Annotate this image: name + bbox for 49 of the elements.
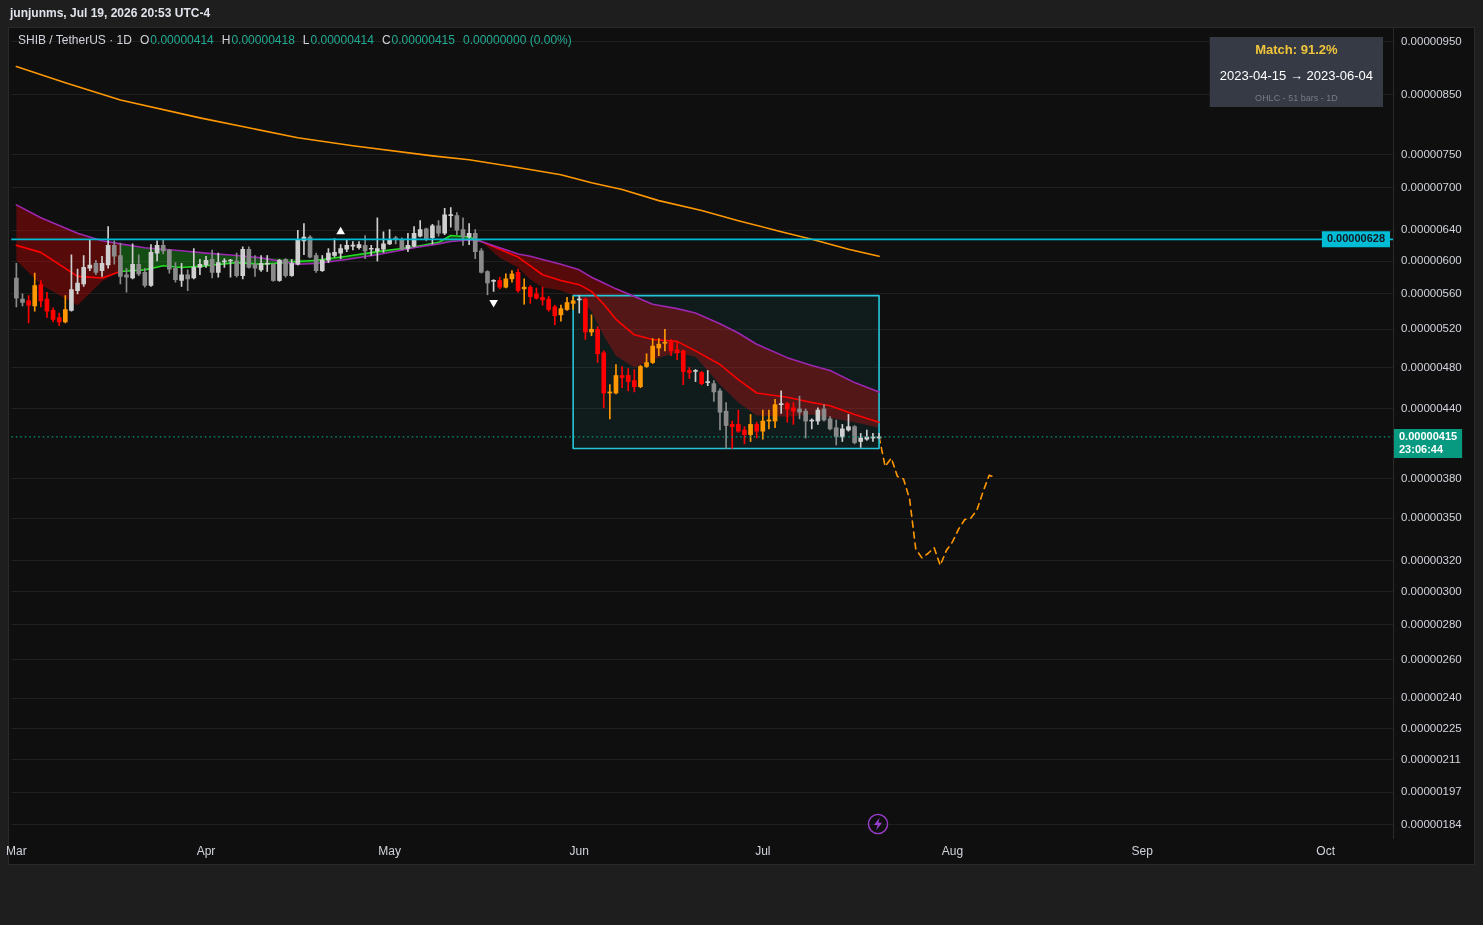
candlestick bbox=[619, 366, 625, 389]
y-tick-label: 0.00000520 bbox=[1401, 322, 1462, 335]
y-tick-label: 0.00000750 bbox=[1401, 147, 1462, 160]
y-tick-label: 0.00000950 bbox=[1401, 35, 1462, 47]
x-tick-label: Jul bbox=[755, 843, 771, 858]
y-tick-label: 0.00000197 bbox=[1401, 785, 1462, 798]
y-tick-label: 0.00000440 bbox=[1401, 402, 1462, 415]
candlestick bbox=[264, 255, 270, 272]
y-tick-label: 0.00000300 bbox=[1401, 584, 1462, 597]
annotation: Match: 91.2% bbox=[1255, 41, 1338, 57]
candlestick bbox=[185, 269, 191, 291]
x-tick-label: Jun bbox=[569, 843, 589, 858]
x-tick-label: Apr bbox=[196, 843, 216, 858]
candlestick bbox=[705, 370, 711, 387]
x-tick-label: Oct bbox=[1316, 843, 1336, 858]
x-tick-label: Mar bbox=[6, 843, 27, 858]
y-tick-label: 0.00000280 bbox=[1401, 617, 1462, 630]
y-tick-label: 0.00000380 bbox=[1401, 472, 1462, 485]
text: SHIB / TetherUS · 1D bbox=[18, 33, 133, 48]
candlestick bbox=[662, 328, 668, 352]
y-tick-label: 0.00000850 bbox=[1401, 88, 1462, 101]
ref-line-label: 0.00000415 23:06:44 bbox=[1399, 429, 1458, 455]
y-tick-label: 0.00000350 bbox=[1401, 511, 1462, 524]
candlestick bbox=[778, 390, 784, 414]
y-tick-label: 0.00000640 bbox=[1401, 223, 1462, 236]
annotation: 0.00000000 (0.00%) bbox=[462, 33, 572, 48]
annotation: C0.00000415 bbox=[381, 33, 456, 48]
y-tick-label: 0.00000260 bbox=[1401, 653, 1462, 666]
annotation: OHLC - 51 bars - 1D bbox=[1255, 92, 1339, 103]
x-tick-label: Aug bbox=[941, 843, 964, 858]
text: junjunms, Jul 19, 2026 20:53 UTC-4 bbox=[9, 6, 211, 21]
y-tick-label: 0.00000700 bbox=[1401, 180, 1462, 193]
y-tick-label: 0.00000600 bbox=[1401, 254, 1462, 267]
ref-line-label: 0.00000628 bbox=[1326, 232, 1386, 245]
annotation: L0.00000414 bbox=[302, 33, 375, 48]
y-tick-label: 0.00000320 bbox=[1401, 554, 1462, 567]
y-tick-label: 0.00000240 bbox=[1401, 691, 1462, 704]
annotation: O0.00000414 bbox=[140, 33, 215, 48]
annotation: 2023-04-15 → 2023-06-04 bbox=[1219, 67, 1374, 83]
y-tick-label: 0.00000480 bbox=[1401, 360, 1462, 373]
y-tick-label: 0.00000560 bbox=[1401, 287, 1462, 300]
annotation: H0.00000418 bbox=[221, 33, 296, 48]
x-tick-label: Sep bbox=[1131, 843, 1154, 858]
y-tick-label: 0.00000211 bbox=[1401, 752, 1461, 765]
candlestick bbox=[521, 278, 527, 305]
x-tick-label: May bbox=[378, 843, 401, 858]
y-tick-label: 0.00000184 bbox=[1401, 818, 1463, 831]
candlestick bbox=[252, 255, 258, 277]
y-tick-label: 0.00000225 bbox=[1401, 722, 1462, 735]
